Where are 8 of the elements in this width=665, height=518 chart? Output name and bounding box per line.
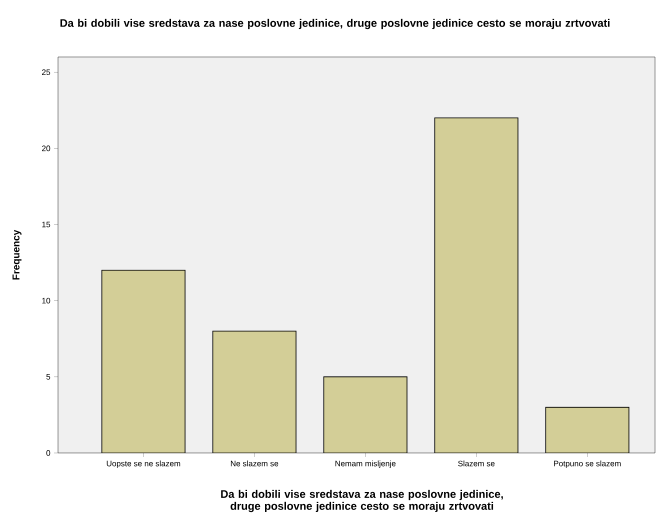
bar bbox=[434, 118, 518, 453]
bar bbox=[545, 406, 630, 453]
chart-title: Da bi dobili vise sredstava za nase poslovne jedinice, druge poslovne jedinice cesto se moraju zrtvovati bbox=[60, 18, 610, 30]
bar bbox=[323, 376, 408, 453]
y-axis-title: Frequency bbox=[12, 230, 22, 280]
x-axis-title: Da bi dobili vise sredstava za nase poslovne jedinice, druge poslovne jedinice cesto se moraju zrtvovati bbox=[221, 490, 503, 512]
bar bbox=[212, 331, 296, 453]
bar bbox=[101, 270, 186, 453]
